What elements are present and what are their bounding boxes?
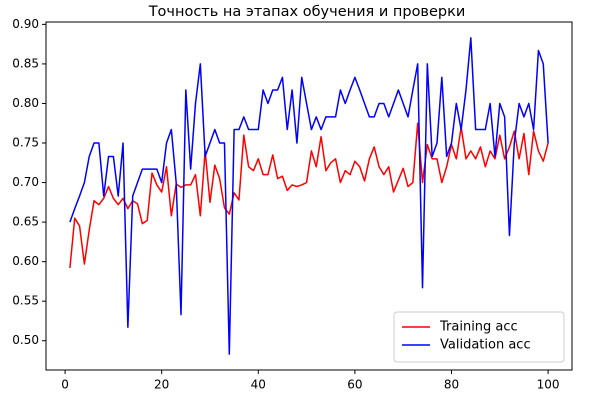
y-tick-label: 0.65: [12, 215, 39, 229]
y-tick-label: 0.80: [12, 96, 39, 110]
series-line: [69, 37, 549, 355]
y-tick-label: 0.60: [12, 254, 39, 268]
plot-frame: [45, 21, 573, 371]
legend-label: Validation acc: [440, 338, 531, 353]
x-tick-label: 0: [61, 378, 69, 392]
legend-label: Training acc: [439, 320, 518, 335]
y-tick-label: 0.75: [12, 136, 39, 150]
x-tick-label: 60: [347, 378, 362, 392]
x-tick-label: 40: [251, 378, 266, 392]
y-tick-label: 0.50: [12, 333, 39, 347]
x-tick-label: 20: [154, 378, 169, 392]
legend: Training acc Validation acc: [393, 311, 565, 363]
chart-title: Точность на этапах обучения и проверки: [148, 4, 466, 20]
y-tick-label: 0.90: [12, 17, 39, 31]
y-tick-label: 0.70: [12, 175, 39, 189]
x-tick-label: 80: [444, 378, 459, 392]
legend-box: [393, 311, 565, 363]
x-tick-label: 100: [537, 378, 560, 392]
y-tick-label: 0.85: [12, 56, 39, 70]
series-line: [69, 122, 549, 269]
y-tick-label: 0.55: [12, 294, 39, 308]
